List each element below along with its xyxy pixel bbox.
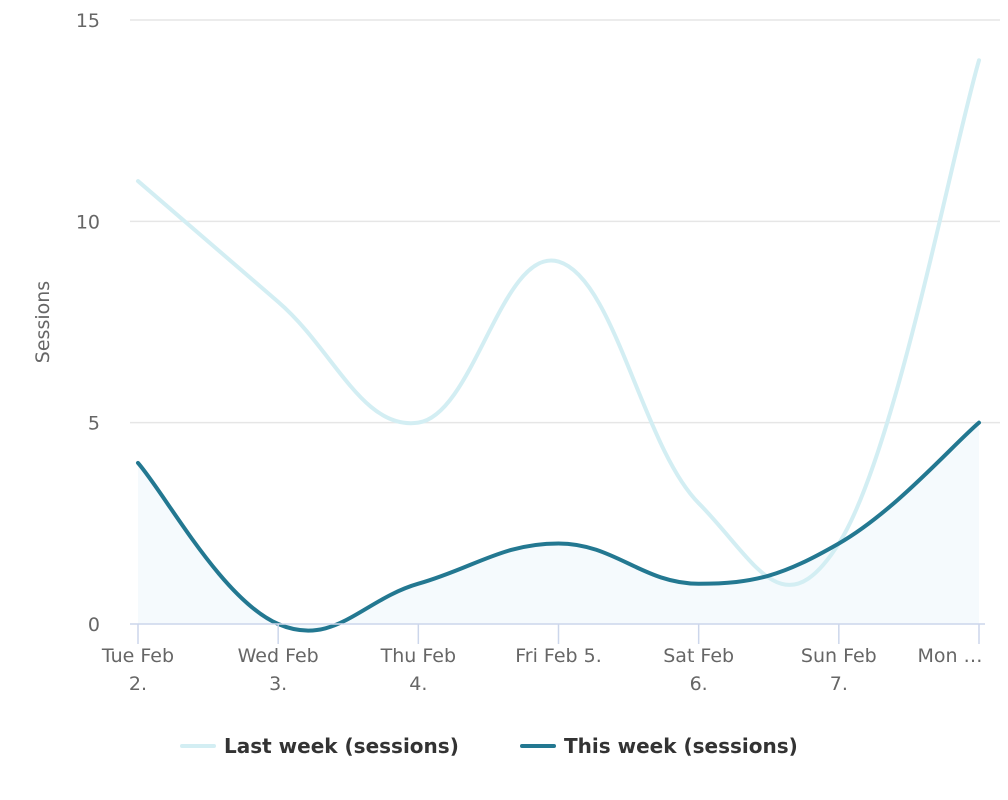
y-tick-label: 0 (88, 614, 100, 636)
x-tick-label-line: Wed Feb (238, 645, 319, 667)
x-tick-label-line: Thu Feb (380, 645, 456, 667)
series-line-2[interactable] (136, 420, 981, 633)
series-line-1[interactable] (136, 58, 981, 587)
x-tick-label: Mon … (917, 645, 982, 667)
x-tick-label: Wed Feb 3. (238, 645, 319, 695)
x-tick-label-line: 6. (690, 673, 708, 695)
legend-label: This week (sessions) (564, 734, 798, 758)
data-point[interactable] (414, 419, 422, 427)
x-tick-label-line: Tue Feb (101, 645, 174, 667)
data-point[interactable] (414, 580, 422, 588)
data-point[interactable] (975, 56, 983, 64)
data-point[interactable] (835, 539, 843, 547)
area-fills (138, 422, 979, 631)
x-tick-label-line: 4. (409, 673, 427, 695)
x-tick-label-line: Sun Feb (801, 645, 877, 667)
x-tick-label: Sun Feb 7. (801, 645, 877, 695)
x-tick-label: Fri Feb 5. (515, 645, 601, 667)
legend-item-2[interactable]: This week (sessions) (520, 734, 798, 758)
series-area-2 (138, 422, 979, 631)
data-point[interactable] (274, 298, 282, 306)
x-tick-label: Tue Feb 2. (101, 645, 174, 695)
x-tick-label-line: 3. (269, 673, 287, 695)
x-axis-tick-labels: Tue Feb 2. Wed Feb 3. Thu Feb 4. Fri Feb 5. Sat… (101, 645, 983, 695)
y-axis-tick-labels: 0 5 10 15 (76, 10, 100, 636)
x-tick-label: Sat Feb 6. (663, 645, 734, 695)
x-tick-label: Thu Feb 4. (380, 645, 456, 695)
x-tick-label-line: Sat Feb (663, 645, 734, 667)
gridlines (130, 19, 1000, 424)
x-tick-label-line: Mon … (917, 645, 982, 667)
data-point[interactable] (975, 419, 983, 427)
y-tick-label: 5 (88, 413, 100, 435)
data-point[interactable] (134, 459, 142, 467)
y-tick-label: 10 (76, 211, 100, 233)
data-point[interactable] (695, 580, 703, 588)
data-point[interactable] (555, 258, 563, 266)
legend[interactable]: Last week (sessions) This week (sessions) (180, 734, 798, 758)
data-point[interactable] (695, 499, 703, 507)
legend-label: Last week (sessions) (224, 734, 459, 758)
x-tick-label-line: 2. (129, 673, 147, 695)
x-tick-label-line: 7. (830, 673, 848, 695)
x-tick-label-line: Fri Feb 5. (515, 645, 601, 667)
data-point[interactable] (134, 177, 142, 185)
y-tick-label: 15 (76, 10, 100, 32)
legend-item-1[interactable]: Last week (sessions) (180, 734, 459, 758)
x-axis (130, 623, 985, 644)
series-lines (134, 56, 983, 633)
y-axis-title: Sessions (32, 281, 54, 363)
data-point[interactable] (555, 539, 563, 547)
